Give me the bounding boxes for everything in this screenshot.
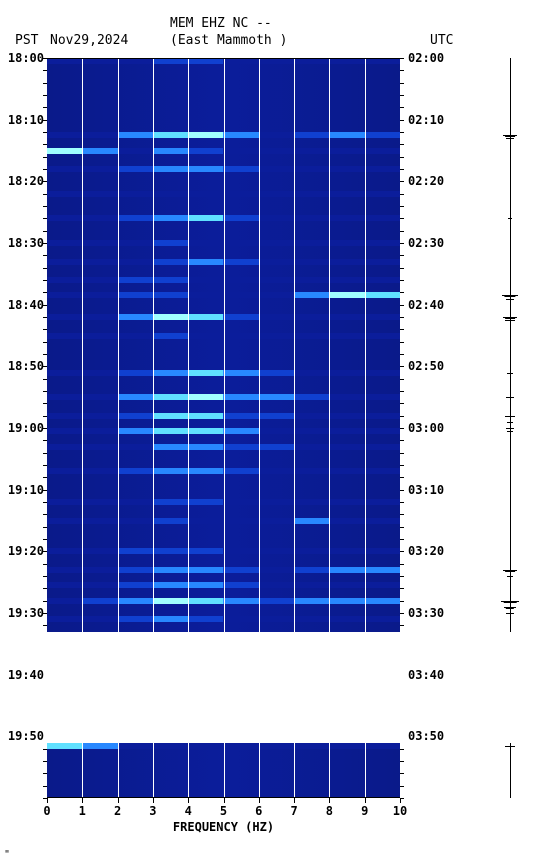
- y-tick-right-label: 02:10: [408, 113, 444, 127]
- timezone-left: PST: [15, 33, 38, 48]
- y-tick-left-label: 19:50: [8, 729, 44, 743]
- y-tick-right-label: 03:50: [408, 729, 444, 743]
- x-tick-label: 9: [361, 804, 368, 818]
- spectrogram-plot: 18:0002:0018:1002:1018:2002:2018:3002:30…: [47, 58, 400, 798]
- y-tick-left-label: 19:00: [8, 421, 44, 435]
- y-tick-right-label: 02:00: [408, 51, 444, 65]
- y-tick-right-label: 03:40: [408, 668, 444, 682]
- y-tick-left-label: 19:40: [8, 668, 44, 682]
- y-tick-right-label: 02:30: [408, 236, 444, 250]
- y-tick-left-label: 18:30: [8, 236, 44, 250]
- y-tick-right-label: 03:30: [408, 606, 444, 620]
- x-tick-label: 5: [220, 804, 227, 818]
- y-tick-right-label: 02:20: [408, 174, 444, 188]
- y-tick-right-label: 02:40: [408, 298, 444, 312]
- y-tick-left-label: 18:40: [8, 298, 44, 312]
- y-tick-right-label: 02:50: [408, 359, 444, 373]
- x-tick-label: 8: [326, 804, 333, 818]
- seismogram-trace: [495, 58, 525, 798]
- y-tick-left-label: 19:20: [8, 544, 44, 558]
- y-tick-left-label: 19:10: [8, 483, 44, 497]
- y-tick-left-label: 18:10: [8, 113, 44, 127]
- footer-mark: ": [4, 849, 10, 860]
- timezone-right: UTC: [430, 33, 453, 48]
- x-tick-label: 10: [393, 804, 407, 818]
- y-tick-right-label: 03:20: [408, 544, 444, 558]
- station-title: MEM EHZ NC --: [170, 16, 272, 31]
- x-axis-label: FREQUENCY (HZ): [173, 820, 274, 834]
- x-tick-label: 6: [255, 804, 262, 818]
- x-tick-label: 2: [114, 804, 121, 818]
- y-tick-left-label: 19:30: [8, 606, 44, 620]
- date-label: Nov29,2024: [50, 33, 128, 48]
- x-tick-label: 3: [149, 804, 156, 818]
- y-tick-left-label: 18:50: [8, 359, 44, 373]
- y-tick-left-label: 18:00: [8, 51, 44, 65]
- x-tick-label: 0: [43, 804, 50, 818]
- x-tick-label: 7: [290, 804, 297, 818]
- x-tick-label: 1: [79, 804, 86, 818]
- x-tick-label: 4: [185, 804, 192, 818]
- y-tick-right-label: 03:10: [408, 483, 444, 497]
- y-tick-right-label: 03:00: [408, 421, 444, 435]
- y-tick-left-label: 18:20: [8, 174, 44, 188]
- location-subtitle: (East Mammoth ): [170, 33, 287, 48]
